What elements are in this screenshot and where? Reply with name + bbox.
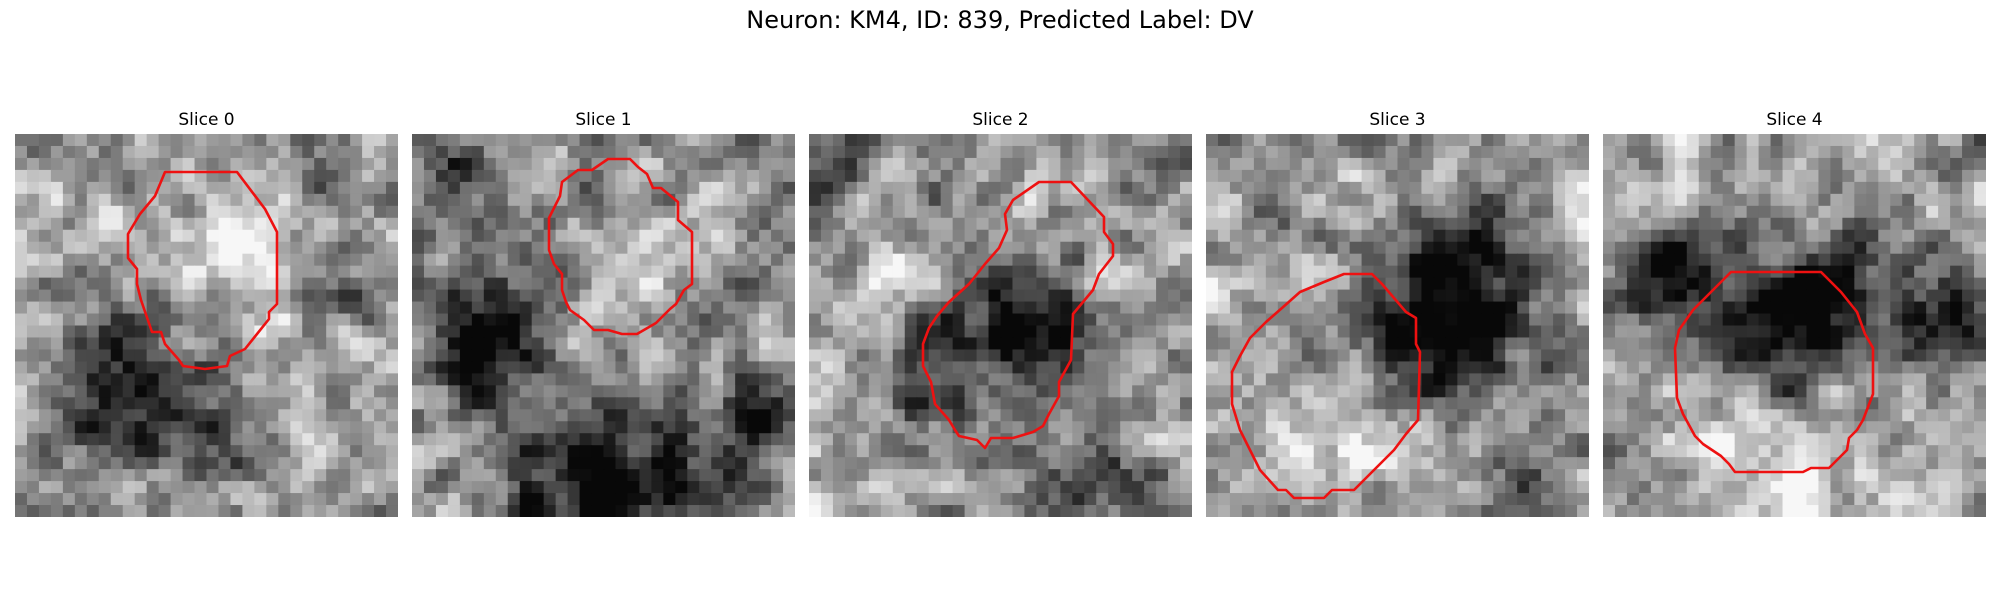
slice-title: Slice 0 xyxy=(178,110,235,130)
roi-contour xyxy=(126,170,279,371)
roi-contour xyxy=(921,180,1115,450)
slice-image xyxy=(15,134,398,517)
slice-pixels xyxy=(412,134,795,517)
slice-title: Slice 4 xyxy=(1766,110,1823,130)
slice-title: Slice 2 xyxy=(972,110,1029,130)
slice-panel-0: Slice 0 xyxy=(15,110,398,525)
slice-pixels xyxy=(15,134,398,517)
slice-image xyxy=(1206,134,1589,517)
slice-image xyxy=(412,134,795,517)
slice-image xyxy=(809,134,1192,517)
slice-panel-2: Slice 2 xyxy=(809,110,1192,525)
slice-pixels xyxy=(1603,134,1986,517)
slice-pixels xyxy=(1206,134,1589,517)
roi-contour xyxy=(547,157,694,336)
slice-panel-4: Slice 4 xyxy=(1603,110,1986,525)
slice-image xyxy=(1603,134,1986,517)
roi-contour xyxy=(1230,272,1422,500)
slice-panel-1: Slice 1 xyxy=(412,110,795,525)
slice-panel-3: Slice 3 xyxy=(1206,110,1589,525)
figure-title: Neuron: KM4, ID: 839, Predicted Label: D… xyxy=(746,6,1254,34)
slice-pixels xyxy=(809,134,1192,517)
slice-title: Slice 3 xyxy=(1369,110,1426,130)
slice-title: Slice 1 xyxy=(575,110,632,130)
roi-contour xyxy=(1673,270,1875,474)
